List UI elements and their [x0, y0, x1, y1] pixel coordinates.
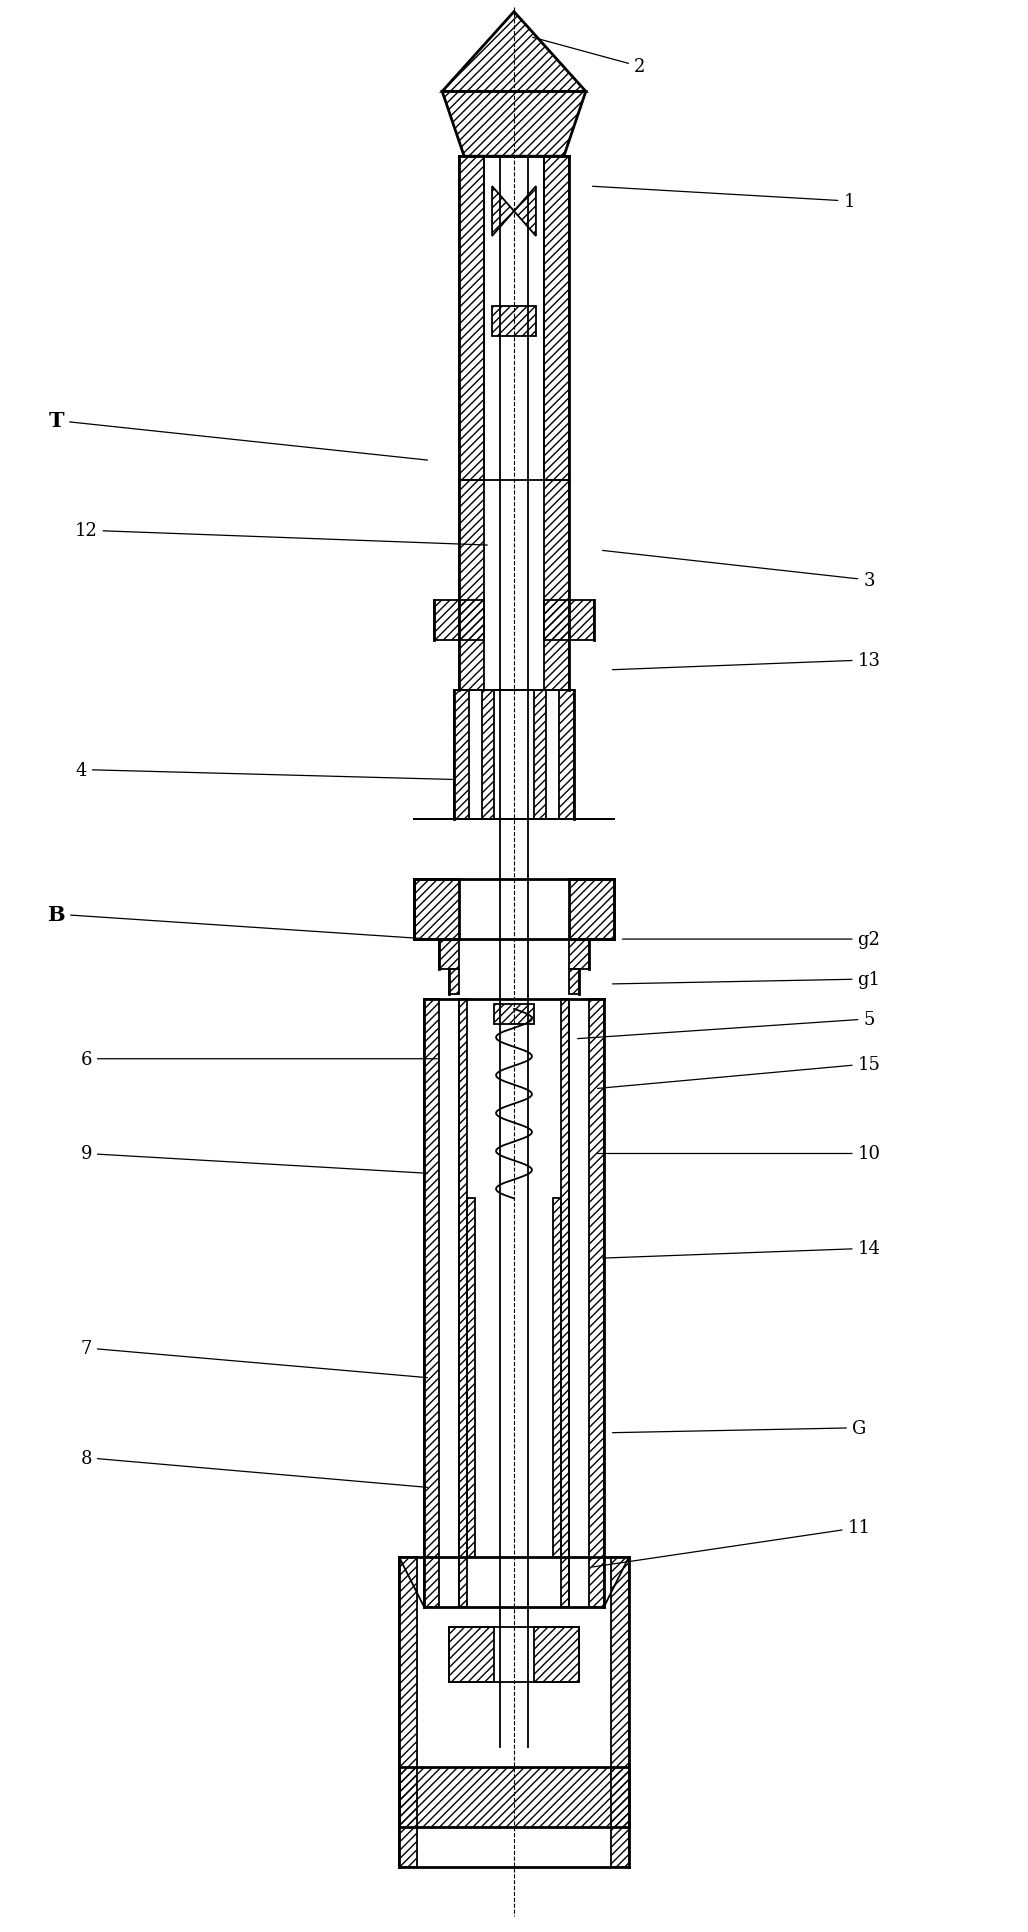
Text: 12: 12: [75, 522, 487, 545]
Text: 15: 15: [597, 1055, 880, 1090]
Text: 8: 8: [80, 1449, 428, 1488]
Text: 4: 4: [75, 761, 452, 781]
Text: 11: 11: [592, 1519, 871, 1567]
Text: 5: 5: [578, 1010, 875, 1039]
Text: B: B: [47, 904, 428, 939]
Text: 9: 9: [80, 1146, 428, 1173]
Text: 6: 6: [80, 1051, 438, 1068]
Text: g1: g1: [613, 970, 881, 989]
Text: 1: 1: [592, 187, 855, 211]
Text: 3: 3: [602, 551, 875, 589]
Text: G: G: [613, 1418, 867, 1437]
Text: T: T: [48, 412, 428, 462]
Text: 7: 7: [80, 1339, 428, 1378]
Text: 2: 2: [533, 39, 646, 77]
Text: 10: 10: [597, 1146, 881, 1163]
Text: 14: 14: [602, 1240, 880, 1258]
Text: g2: g2: [623, 931, 880, 949]
Text: 13: 13: [613, 651, 881, 670]
